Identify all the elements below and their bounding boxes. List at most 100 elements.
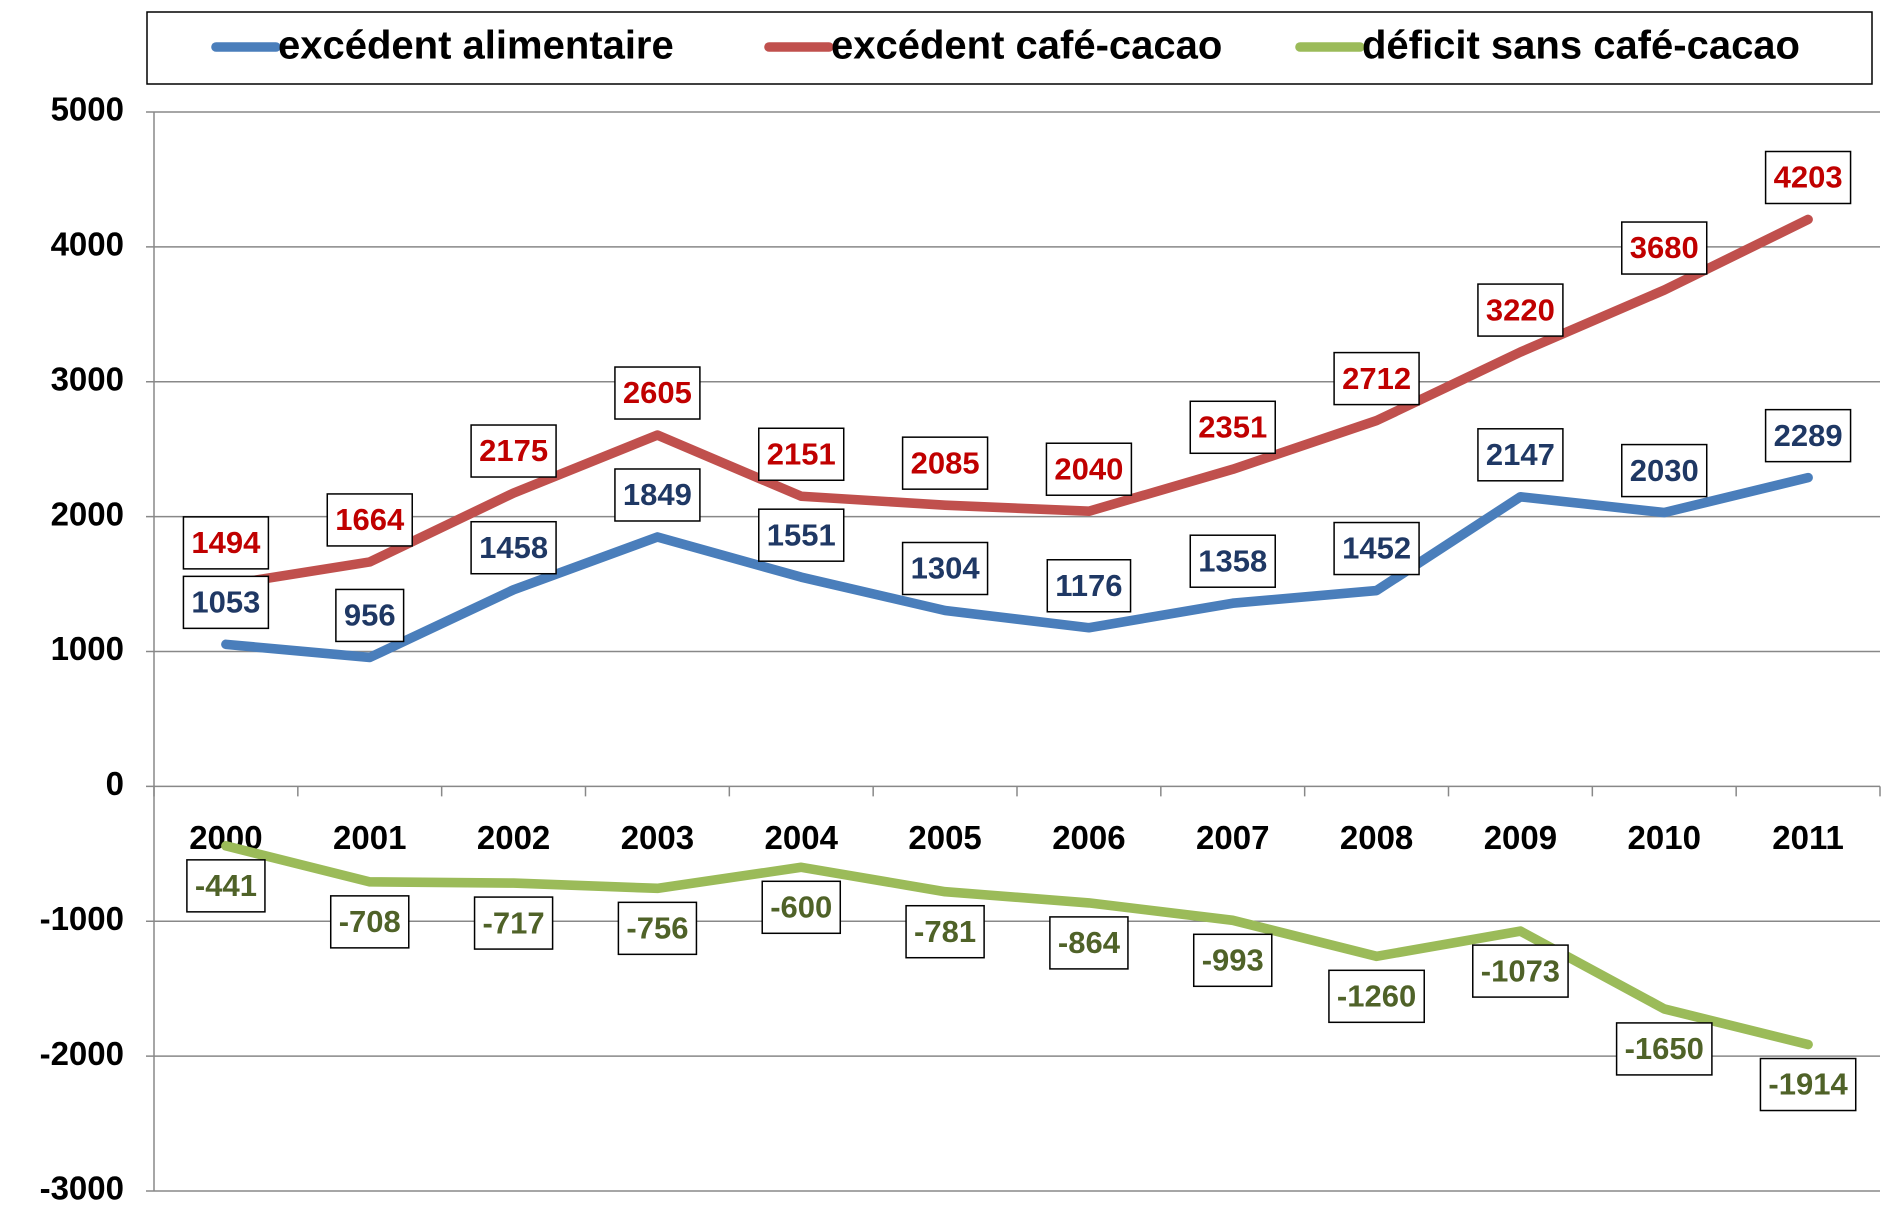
data-label: 2040 — [1054, 451, 1123, 486]
data-label: 1176 — [1055, 568, 1122, 603]
data-label: 1551 — [767, 517, 836, 552]
data-label-box — [1189, 400, 1276, 455]
x-tick-label: 2011 — [1772, 819, 1844, 856]
data-label-box — [1764, 150, 1852, 205]
data-label-box — [1045, 442, 1133, 496]
y-tick-label: 2000 — [51, 495, 124, 532]
data-label: -781 — [914, 914, 976, 949]
legend-label: déficit sans café-cacao — [1362, 24, 1800, 68]
data-label: 2030 — [1630, 453, 1699, 488]
data-label-box — [1621, 221, 1708, 275]
data-label: 3680 — [1630, 230, 1699, 265]
x-tick-label: 2004 — [765, 819, 839, 856]
series-line — [221, 472, 1813, 663]
series-line — [221, 841, 1813, 1050]
data-label: -600 — [770, 889, 832, 924]
x-tick-label: 2008 — [1340, 819, 1413, 856]
data-label: 2147 — [1486, 437, 1555, 472]
data-label: 1304 — [911, 551, 981, 586]
data-label-box — [901, 436, 989, 490]
y-tick-label: 0 — [106, 765, 124, 802]
legend-label: excédent café-cacao — [831, 24, 1222, 68]
data-label-box — [1472, 944, 1569, 998]
data-label: 1849 — [623, 477, 692, 512]
data-label: -1914 — [1768, 1067, 1848, 1102]
data-label-box — [1046, 559, 1132, 613]
data-label: -756 — [626, 911, 688, 946]
data-label: -864 — [1058, 925, 1121, 960]
data-label-box — [617, 901, 698, 956]
data-label-box — [758, 427, 845, 482]
data-label-box — [1333, 521, 1420, 576]
data-label-box — [186, 859, 266, 913]
data-label-box — [1621, 443, 1708, 498]
x-tick-label: 2001 — [333, 819, 406, 856]
data-label: 2151 — [767, 436, 836, 471]
data-label-box — [905, 904, 985, 959]
x-tick-label: 2003 — [621, 819, 694, 856]
data-label: -717 — [483, 905, 545, 940]
y-tick-label: 3000 — [51, 360, 124, 397]
data-label-box — [1764, 408, 1852, 463]
data-label-box — [1759, 1057, 1857, 1112]
data-label-box — [329, 895, 410, 949]
data-label-box — [182, 516, 270, 570]
data-label-box — [326, 493, 413, 547]
data-label-box — [1333, 351, 1420, 406]
data-label: -1260 — [1337, 979, 1416, 1014]
y-tick-label: 1000 — [51, 630, 124, 667]
data-label-box — [470, 424, 557, 478]
y-tick-label: -3000 — [40, 1170, 124, 1205]
data-label-box — [1192, 933, 1273, 988]
x-tick-label: 2002 — [477, 819, 550, 856]
data-label-box — [335, 588, 405, 643]
data-label: 1053 — [191, 585, 260, 620]
data-label: 1452 — [1342, 531, 1411, 566]
data-label-box — [614, 366, 701, 420]
data-label-box — [1189, 534, 1276, 588]
x-tick-label: 2009 — [1484, 819, 1557, 856]
data-label-box — [1477, 283, 1564, 337]
x-tick-label: 2006 — [1052, 819, 1125, 856]
data-label: 4203 — [1774, 160, 1843, 195]
data-label-box — [758, 508, 845, 562]
data-label: 1494 — [191, 525, 261, 560]
y-tick-label: -2000 — [40, 1035, 124, 1072]
data-label-box — [1615, 1022, 1713, 1076]
x-tick-label: 2010 — [1628, 819, 1701, 856]
data-label-box — [470, 520, 557, 575]
data-label: 3220 — [1486, 292, 1555, 327]
legend-label: excédent alimentaire — [278, 24, 674, 68]
data-label: 1458 — [479, 530, 548, 565]
data-label: -1073 — [1481, 953, 1560, 988]
data-label: -993 — [1202, 942, 1264, 977]
data-label: 956 — [344, 598, 396, 633]
data-label: 2289 — [1774, 418, 1843, 453]
y-tick-label: 5000 — [51, 91, 124, 128]
data-label-box — [901, 541, 989, 596]
data-label: 1358 — [1198, 543, 1267, 578]
data-label: 2175 — [479, 433, 548, 468]
data-label-box — [761, 880, 842, 935]
legend-box — [146, 11, 1873, 85]
data-label-box — [1049, 916, 1129, 970]
data-label-box — [614, 468, 701, 522]
x-tick-label: 2005 — [908, 819, 981, 856]
data-label: 1664 — [335, 502, 405, 537]
series-line — [221, 214, 1813, 590]
x-tick-label: 2007 — [1196, 819, 1269, 856]
data-label: 2712 — [1342, 361, 1411, 396]
data-label: -708 — [339, 904, 401, 939]
data-label: 2351 — [1198, 409, 1267, 444]
data-label-box — [473, 896, 554, 950]
data-label: 2085 — [911, 445, 980, 480]
data-label: -441 — [195, 868, 257, 903]
data-label: -1650 — [1625, 1031, 1704, 1066]
y-tick-label: 4000 — [51, 226, 124, 263]
data-label-box — [182, 575, 270, 630]
data-label: 2605 — [623, 375, 692, 410]
data-label-box — [1328, 969, 1425, 1024]
data-label-box — [1477, 428, 1564, 482]
y-tick-label: -1000 — [40, 900, 124, 937]
